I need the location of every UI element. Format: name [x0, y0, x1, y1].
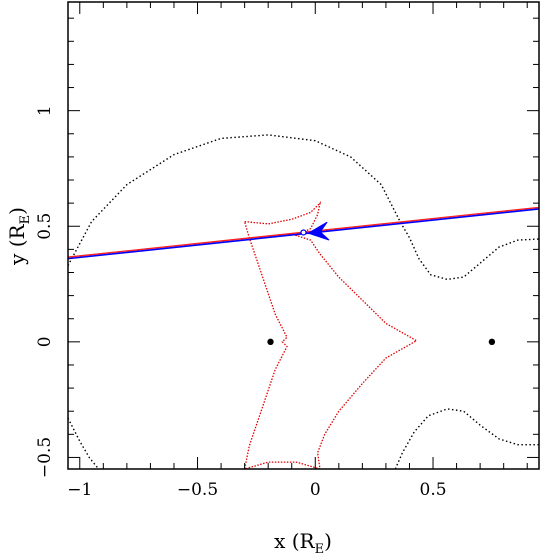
y-tick-label: 0.5: [35, 213, 55, 240]
plot-frame: [67, 1, 540, 470]
x-tick-label: −1: [67, 480, 92, 500]
lens-point-1: [267, 338, 274, 346]
critical-curve-outer: [68, 134, 539, 281]
x-axis-label: x (RE): [274, 529, 332, 555]
y-tick-label: −0.5: [35, 437, 55, 478]
y-axis-label: y (RE): [5, 207, 33, 266]
track-arrow-head: [306, 221, 330, 241]
x-tick-label: 0.5: [420, 480, 447, 500]
axis-ticks: [68, 2, 539, 469]
tick-labels: −1 −0.5 0 0.5 −0.5 0 0.5 1: [35, 105, 447, 500]
critical-curve-lower-left: [68, 417, 100, 469]
lens-point-2: [488, 338, 496, 346]
y-tick-label: 1: [35, 105, 55, 116]
plot-area: [68, 134, 539, 469]
caustic-curve: [243, 201, 418, 469]
x-tick-label: −0.5: [177, 480, 218, 500]
source-point: [300, 229, 307, 236]
critical-curve-lower-right: [394, 408, 539, 469]
x-tick-label: 0: [310, 480, 321, 500]
y-tick-label: 0: [35, 336, 55, 347]
